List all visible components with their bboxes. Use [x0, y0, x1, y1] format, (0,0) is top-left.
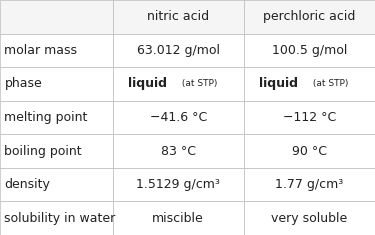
Text: 100.5 g/mol: 100.5 g/mol: [272, 44, 347, 57]
Text: perchloric acid: perchloric acid: [263, 10, 356, 23]
Bar: [0, 34, 112, 67]
Text: very soluble: very soluble: [271, 212, 348, 225]
Bar: [0, 0, 112, 34]
Bar: [112, 67, 244, 101]
Bar: [112, 168, 244, 201]
Text: boiling point: boiling point: [4, 145, 82, 158]
Text: nitric acid: nitric acid: [147, 10, 209, 23]
Bar: [0, 168, 112, 201]
Bar: [112, 34, 244, 67]
Bar: [244, 34, 375, 67]
Bar: [0, 101, 112, 134]
Text: 83 °C: 83 °C: [160, 145, 196, 158]
Bar: [112, 0, 244, 34]
Bar: [112, 134, 244, 168]
Text: −112 °C: −112 °C: [283, 111, 336, 124]
Text: 1.5129 g/cm³: 1.5129 g/cm³: [136, 178, 220, 191]
Text: density: density: [4, 178, 50, 191]
Text: −41.6 °C: −41.6 °C: [150, 111, 207, 124]
Text: (at STP): (at STP): [178, 79, 217, 88]
Text: miscible: miscible: [152, 212, 204, 225]
Bar: [244, 67, 375, 101]
Text: phase: phase: [4, 77, 42, 90]
Bar: [0, 134, 112, 168]
Text: 63.012 g/mol: 63.012 g/mol: [136, 44, 220, 57]
Bar: [244, 168, 375, 201]
Bar: [244, 134, 375, 168]
Bar: [244, 201, 375, 235]
Text: 1.77 g/cm³: 1.77 g/cm³: [275, 178, 344, 191]
Bar: [0, 67, 112, 101]
Text: solubility in water: solubility in water: [4, 212, 116, 225]
Text: 90 °C: 90 °C: [292, 145, 327, 158]
Text: liquid: liquid: [260, 77, 299, 90]
Text: liquid: liquid: [128, 77, 167, 90]
Bar: [244, 0, 375, 34]
Text: molar mass: molar mass: [4, 44, 78, 57]
Text: melting point: melting point: [4, 111, 88, 124]
Bar: [112, 101, 244, 134]
Text: (at STP): (at STP): [310, 79, 348, 88]
Bar: [112, 201, 244, 235]
Bar: [244, 101, 375, 134]
Bar: [0, 201, 112, 235]
